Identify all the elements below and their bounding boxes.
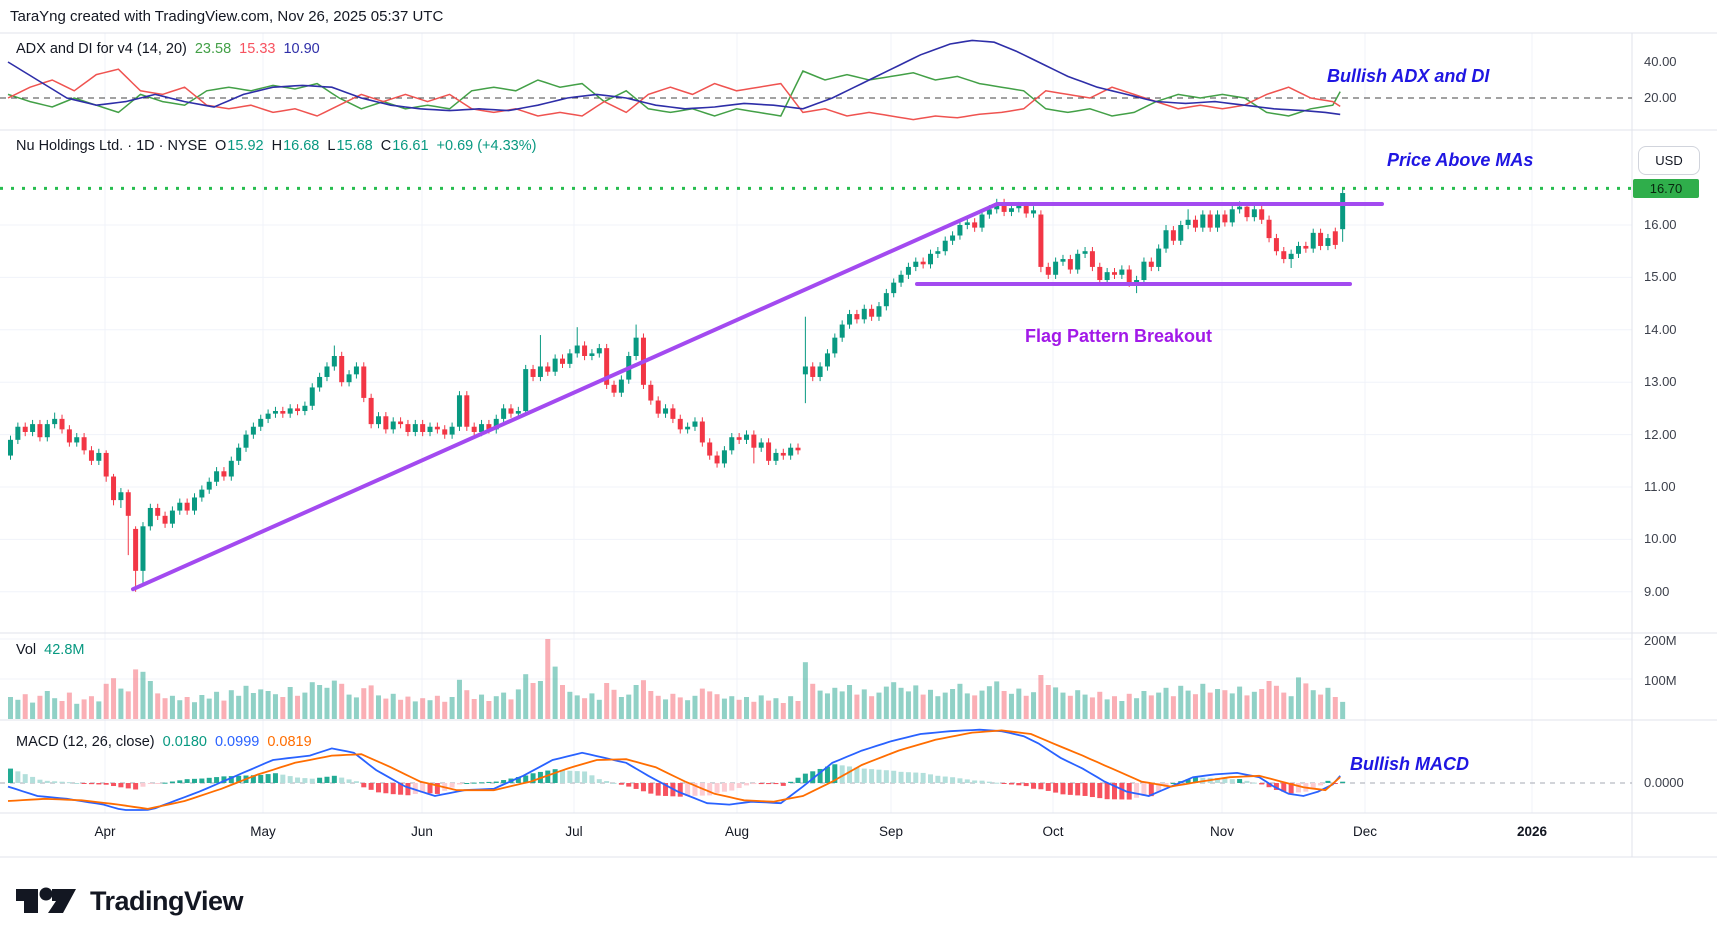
time-axis-label-may: May [250, 824, 276, 839]
adx-legend[interactable]: ADX and DI for v4 (14, 20) 23.58 15.33 1… [16, 41, 320, 57]
volume-series [8, 639, 1346, 719]
tradingview-logo-icon [16, 887, 76, 913]
ohlc-open: O 15.92 [215, 138, 264, 154]
annotation-flag-breakout[interactable]: Flag Pattern Breakout [1025, 326, 1213, 346]
attribution-header: TaraYng created with TradingView.com, No… [10, 8, 444, 25]
volume-legend[interactable]: Vol 42.8M [16, 642, 84, 658]
tradingview-logo-text: TradingView [90, 885, 244, 916]
volume-value: 42.8M [44, 642, 85, 658]
macd-hist-value: 0.0180 [162, 734, 207, 750]
macd-axis-label: 0.0000 [1644, 775, 1684, 790]
flag-pattern-drawing [131, 202, 1384, 592]
adx-pane [0, 39, 1632, 121]
ohlc-high: H 16.68 [271, 138, 320, 154]
price-axis-label: 9.00 [1644, 583, 1670, 599]
gridlines [0, 33, 1632, 813]
volume-axis-label: 100M [1644, 673, 1677, 688]
time-axis[interactable]: Apr May Jun Jul Aug Sep Oct Nov Dec 2026 [0, 813, 1632, 857]
currency-button[interactable]: USD [1638, 146, 1700, 175]
adx-axis-label: 20.00 [1644, 90, 1677, 105]
volume-axis-label: 200M [1644, 633, 1677, 648]
time-axis-label-aug: Aug [724, 824, 750, 839]
macd-signal-line [7, 729, 1341, 810]
adx-di-minus-value: 15.33 [239, 41, 276, 57]
change-value: +0.69 (+4.33%) [436, 138, 537, 154]
time-axis-label-apr: Apr [94, 824, 116, 839]
last-price-badge: 16.70 [1633, 179, 1699, 198]
macd-legend-title: MACD (12, 26, close) [16, 734, 155, 750]
annotation-bullish-adx[interactable]: Bullish ADX and DI [1327, 66, 1490, 86]
di-plus-line [7, 70, 1341, 117]
time-axis-label-sep: Sep [878, 824, 904, 839]
annotation-bullish-macd[interactable]: Bullish MACD [1350, 754, 1469, 774]
ohlc-close: C 16.61 [380, 138, 429, 154]
macd-line [7, 728, 1341, 811]
price-axis[interactable]: 40.00 20.00 16.00 15.00 14.00 13.00 12.00 11.00… [1632, 33, 1717, 857]
price-axis-label: 11.00 [1644, 479, 1676, 494]
symbol-legend[interactable]: Nu Holdings Ltd. · 1D · NYSE O 15.92 H 16.… [16, 138, 536, 154]
price-axis-label: 14.00 [1644, 321, 1677, 337]
price-axis-label: 15.00 [1644, 269, 1677, 285]
time-axis-label-2026: 2026 [1516, 824, 1548, 839]
time-axis-label-oct: Oct [1042, 824, 1064, 839]
ohlc-low: L 15.68 [327, 138, 373, 154]
price-axis-label: 12.00 [1644, 426, 1677, 442]
adx-line [7, 39, 1341, 116]
macd-line-value: 0.0999 [214, 734, 260, 750]
symbol-title: Nu Holdings Ltd. · 1D · NYSE [16, 138, 207, 154]
volume-label: Vol [16, 642, 37, 658]
time-axis-label-dec: Dec [1352, 824, 1377, 839]
price-axis-label: 13.00 [1644, 374, 1677, 390]
di-minus-line [7, 68, 1341, 121]
time-axis-label-nov: Nov [1209, 824, 1234, 839]
annotation-price-above-mas[interactable]: Price Above MAs [1387, 150, 1534, 170]
macd-legend[interactable]: MACD (12, 26, close) 0.0180 0.0999 0.081… [16, 734, 312, 750]
candlestick-series [8, 189, 1346, 592]
adx-axis-label: 40.00 [1644, 54, 1677, 69]
price-axis-label: 10.00 [1644, 531, 1677, 547]
footer-logo[interactable]: TradingView [16, 883, 244, 919]
time-axis-label-jul: Jul [565, 824, 583, 839]
macd-signal-value: 0.0819 [267, 734, 312, 750]
adx-di-plus-value: 23.58 [194, 41, 232, 57]
trendline [131, 202, 999, 592]
price-axis-label: 16.00 [1644, 217, 1677, 232]
adx-value: 10.90 [283, 41, 320, 57]
adx-legend-title: ADX and DI for v4 (14, 20) [16, 41, 187, 57]
macd-pane [0, 728, 1632, 811]
time-axis-label-jun: Jun [411, 824, 433, 839]
